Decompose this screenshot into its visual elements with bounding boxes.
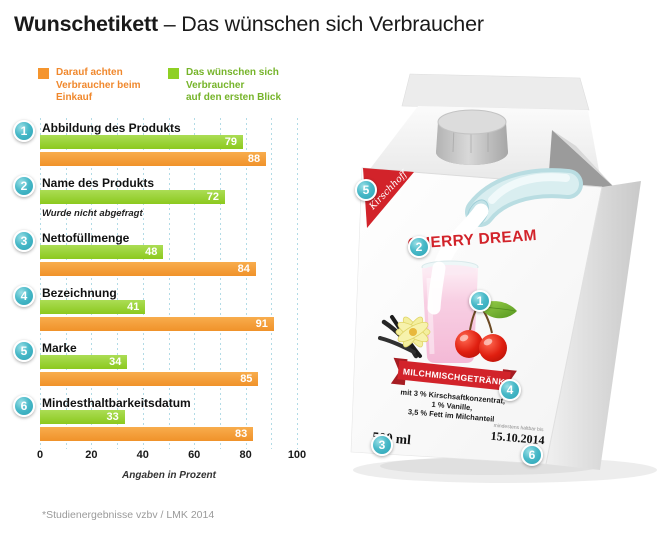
category-label: Bezeichnung: [42, 286, 117, 300]
chart-row: 1 Abbildung des Produkts 79 88: [0, 120, 360, 176]
carton-gable-fold-light: [552, 130, 613, 186]
x-axis: 0 20 40 60 80 100: [0, 449, 360, 463]
green-bar: 79: [40, 135, 244, 149]
category-label: Name des Produkts: [42, 176, 155, 190]
bar-value: 41: [127, 301, 140, 313]
category-label: Nettofüllmenge: [42, 231, 130, 245]
gridline: [117, 118, 119, 449]
green-bar: 33: [40, 410, 125, 424]
carton-badge-2: 2: [408, 236, 430, 258]
bar-value: 85: [240, 373, 253, 385]
gridline: [40, 118, 41, 449]
ingredients-line-2: 1 % Vanille,: [431, 400, 472, 413]
carton-cap: [436, 109, 508, 165]
axis-tick: 0: [36, 449, 44, 461]
chart-row: 6 Mindesthaltbarkeitsdatum 33 83: [0, 395, 360, 451]
category-label: Mindesthaltbarkeitsdatum: [42, 396, 191, 410]
green-bar: 48: [40, 245, 164, 259]
axis-tick: 20: [85, 449, 98, 461]
page-title: Wunschetikett – Das wünschen sich Verbra…: [14, 12, 484, 37]
bar-value: 83: [235, 428, 248, 440]
gridline: [219, 118, 221, 449]
carton-badge-4: 4: [499, 379, 521, 401]
axis-tick: 40: [136, 449, 149, 461]
bar-value: 48: [145, 246, 158, 258]
gridline: [142, 118, 144, 449]
chart-row: 3 Nettofüllmenge 48 84: [0, 230, 360, 286]
page-title-rest: – Das wünschen sich Verbraucher: [157, 12, 484, 36]
carton-badge-3: 3: [371, 434, 393, 456]
orange-bar: 85: [40, 372, 259, 386]
page-title-bold: Wunschetikett: [14, 12, 158, 36]
gridline: [271, 118, 273, 449]
row-number-badge: 3: [13, 230, 35, 252]
legend-item-orange: Darauf achten Verbraucher beim Einkauf: [38, 67, 140, 105]
row-number-badge: 6: [13, 395, 35, 417]
axis-tick: 60: [188, 449, 201, 461]
chart-grid: [40, 118, 298, 449]
best-before-block: mindestens haltbar bis 15.10.2014: [490, 423, 545, 448]
bar-value: 91: [255, 318, 268, 330]
bar-value: 33: [106, 411, 119, 423]
row-number-badge: 1: [13, 120, 35, 142]
orange-bar: 88: [40, 152, 267, 166]
gridline: [91, 118, 93, 449]
not-asked-note: Wurde nicht abgefragt: [42, 208, 143, 219]
chart-row: 5 Marke 34 85: [0, 340, 360, 396]
x-axis-caption: Angaben in Prozent: [122, 470, 216, 481]
bar-value: 79: [224, 136, 238, 148]
legend-label-green: Das wünschen sich Verbraucher auf den er…: [186, 67, 282, 103]
carton-back-panel: [401, 73, 590, 111]
row-number-badge: 2: [13, 175, 35, 197]
green-bar: 41: [40, 300, 146, 314]
legend-label-orange: Darauf achten Verbraucher beim Einkauf: [56, 67, 141, 103]
gridline: [168, 118, 170, 449]
orange-bar: 83: [40, 427, 254, 441]
gridline: [194, 118, 196, 449]
bar-value: 88: [247, 153, 261, 165]
bar-value: 72: [206, 191, 220, 203]
carton-illustration: Kirschhoff CHERRY DREAM: [350, 73, 657, 483]
legend-swatch-orange: [38, 68, 49, 79]
vanilla-flower: [378, 315, 431, 359]
row-number-badge: 4: [13, 285, 35, 307]
carton-badge-1: 1: [469, 290, 491, 312]
source-footnote: *Studienergebnisse vzbv / LMK 2014: [42, 509, 215, 521]
green-bar: 72: [40, 190, 226, 204]
row-number-badge: 5: [13, 340, 35, 362]
orange-bar: 91: [40, 317, 274, 331]
axis-tick: 100: [287, 449, 307, 461]
carton-side-panel: [546, 181, 641, 470]
orange-bar: 84: [40, 262, 256, 276]
green-bar: 34: [40, 355, 128, 369]
gridline: [297, 118, 298, 449]
best-before-date: 15.10.2014: [490, 429, 545, 448]
chart-rows: 1 Abbildung des Produkts 79 88 2 Name des Pro…: [0, 120, 360, 451]
carton-fold-line: [545, 186, 603, 465]
carton-badge-6: 6: [521, 444, 543, 466]
legend-swatch-green: [168, 68, 179, 79]
axis-tick: 80: [239, 449, 252, 461]
gridline: [245, 118, 247, 449]
best-before-label: mindestens haltbar bis: [493, 423, 544, 433]
bar-value: 84: [237, 263, 250, 275]
category-label: Abbildung des Produkts: [42, 121, 181, 135]
chart-row: 2 Name des Produkts 72 Wurde nicht abgefrag…: [0, 175, 360, 231]
bar-value: 34: [109, 356, 122, 368]
brand-corner-triangle: [363, 168, 414, 228]
carton-badge-5: 5: [355, 179, 377, 201]
legend-item-green: Das wünschen sich Verbraucher auf den er…: [168, 67, 281, 105]
gridline: [65, 118, 67, 449]
chart-row: 4 Bezeichnung 41 91: [0, 285, 360, 341]
category-label: Marke: [42, 341, 77, 355]
